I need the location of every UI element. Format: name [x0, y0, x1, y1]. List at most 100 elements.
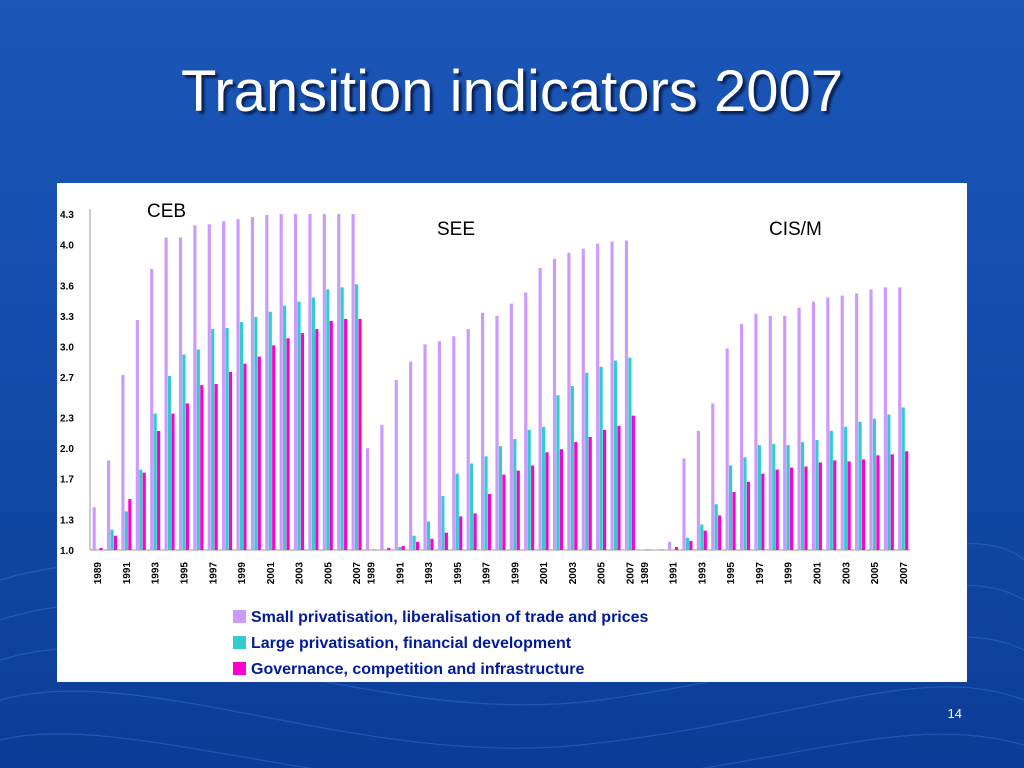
bar	[272, 345, 276, 550]
bar	[481, 312, 485, 550]
bar	[401, 545, 405, 550]
x-tick-label: 1997	[482, 562, 493, 585]
bar	[380, 424, 384, 550]
bar	[196, 349, 200, 550]
bar	[340, 287, 344, 550]
bar	[279, 214, 283, 551]
bar	[121, 374, 125, 550]
bar	[322, 214, 326, 551]
bar	[383, 549, 387, 550]
bar	[484, 456, 488, 550]
bar	[657, 549, 661, 550]
bar	[855, 293, 859, 550]
bar	[613, 360, 618, 550]
chart-panel: 1.0 1.3 1.7 2.0 2.3 2.7 3.0 3.3 3.6 4.0 4.3 1989 199…	[57, 183, 967, 682]
bar	[646, 549, 650, 550]
bar	[890, 454, 894, 550]
bar	[315, 329, 319, 550]
legend-swatch	[233, 610, 246, 623]
bar	[603, 429, 607, 550]
x-tick-label: 1995	[726, 562, 737, 585]
bar	[430, 538, 434, 550]
bar	[718, 515, 722, 550]
bar	[498, 446, 503, 550]
bar	[524, 292, 528, 550]
bar	[394, 379, 398, 550]
bar	[624, 240, 629, 550]
bar	[872, 418, 877, 550]
bar	[531, 465, 535, 550]
panel-label: CIS/M	[769, 219, 822, 240]
bar	[861, 459, 866, 550]
bar	[610, 241, 614, 550]
x-tick-label: 1991	[122, 562, 133, 585]
bar	[398, 546, 402, 550]
bar	[527, 429, 531, 550]
bar	[502, 474, 506, 550]
bar	[729, 465, 733, 550]
bar	[455, 473, 459, 550]
bar	[588, 437, 592, 550]
bar	[326, 289, 330, 550]
bar	[757, 445, 761, 550]
legend-label: Governance, competition and infrastructu…	[251, 661, 585, 678]
x-tick-label: 2001	[812, 562, 823, 585]
bar	[423, 344, 427, 550]
bar	[354, 284, 359, 550]
bar	[775, 469, 779, 550]
x-tick-label: 2005	[323, 562, 334, 585]
x-tick-label: 2005	[870, 562, 881, 585]
bar	[797, 307, 801, 550]
bar	[815, 440, 819, 550]
bar	[329, 320, 333, 550]
bar	[642, 549, 646, 550]
y-tick-label: 2.7	[60, 373, 74, 384]
bar	[783, 315, 787, 550]
bar	[700, 524, 704, 550]
bar	[293, 214, 298, 551]
bar	[581, 248, 585, 551]
y-tick-label: 1.3	[60, 515, 74, 526]
bar	[409, 361, 413, 550]
bar	[725, 348, 729, 550]
bar	[858, 421, 862, 550]
bar	[653, 549, 657, 550]
bar	[509, 303, 513, 550]
bar	[106, 460, 111, 550]
x-tick-label: 2007	[899, 562, 910, 585]
bar	[567, 252, 571, 550]
bar	[714, 504, 718, 550]
y-tick-label: 1.7	[60, 475, 74, 486]
bar	[732, 491, 736, 550]
bar	[257, 356, 261, 550]
bar	[459, 516, 463, 550]
bar	[466, 329, 470, 550]
bar	[470, 463, 474, 550]
bar	[811, 301, 816, 550]
bar	[182, 354, 186, 550]
bar	[869, 289, 873, 550]
bar	[207, 224, 211, 551]
bar	[487, 494, 492, 550]
x-tick-label: 1989	[367, 562, 378, 585]
bar	[682, 458, 686, 550]
bar	[225, 328, 229, 550]
panel-label: CEB	[147, 201, 186, 222]
bar	[847, 461, 851, 550]
bar	[142, 472, 146, 550]
bar	[790, 467, 794, 550]
bar	[833, 460, 837, 550]
bar	[228, 371, 233, 550]
bar	[300, 333, 305, 550]
bar	[599, 366, 603, 550]
bar	[426, 521, 431, 550]
bar	[167, 375, 172, 550]
bar	[660, 549, 664, 550]
x-tick-label: 1999	[784, 562, 795, 585]
panel-label: SEE	[437, 219, 475, 240]
bar	[444, 532, 448, 550]
bar	[711, 403, 715, 550]
bar	[905, 451, 909, 550]
bar	[185, 403, 189, 550]
bar	[596, 243, 600, 550]
